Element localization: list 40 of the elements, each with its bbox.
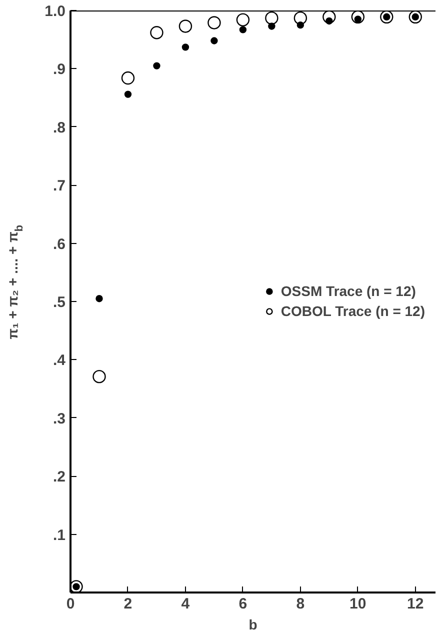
point: [121, 71, 135, 85]
point: [408, 10, 422, 24]
point: [380, 10, 394, 24]
point: [96, 294, 103, 302]
y-tick-label: 1.0: [44, 3, 66, 20]
x-tick-label: 2: [124, 596, 132, 612]
point: [178, 20, 192, 33]
x-axis-title: b: [248, 616, 258, 632]
x-tick-label: 6: [238, 596, 248, 612]
y-axis-title: π₁ + π₂ + .... + πb: [4, 224, 26, 340]
y-tick-label: .5: [52, 294, 66, 311]
point: [210, 37, 218, 44]
legend-label: COBOL Trace (n = 12): [280, 303, 425, 319]
y-tick-label: .3: [52, 410, 66, 428]
point: [265, 11, 278, 25]
point: [322, 10, 336, 24]
point: [153, 62, 160, 70]
point: [182, 44, 190, 51]
point: [236, 13, 250, 26]
y-tick-label: .7: [52, 178, 66, 195]
y-tick-label: .6: [52, 236, 66, 253]
y-tick-label: .2: [52, 468, 66, 486]
y-tick-label: .8: [52, 119, 66, 136]
point: [208, 16, 221, 30]
point: [294, 11, 308, 25]
point: [150, 26, 164, 40]
point: [70, 580, 83, 592]
point: [92, 370, 106, 384]
point: [124, 90, 132, 98]
y-tick-label: .1: [52, 526, 66, 544]
x-tick-label: 0: [66, 596, 75, 612]
x-tick-label: 10: [350, 596, 366, 612]
legend-label: OSSM Trace (n = 12): [280, 283, 416, 299]
y-tick-label: .4: [52, 352, 66, 370]
x-tick-label: 8: [296, 596, 305, 612]
y-tick-label: .9: [52, 61, 66, 78]
point: [351, 10, 364, 24]
point: [239, 26, 247, 34]
x-tick-label: 4: [181, 596, 190, 612]
x-tick-label: 12: [407, 596, 424, 612]
